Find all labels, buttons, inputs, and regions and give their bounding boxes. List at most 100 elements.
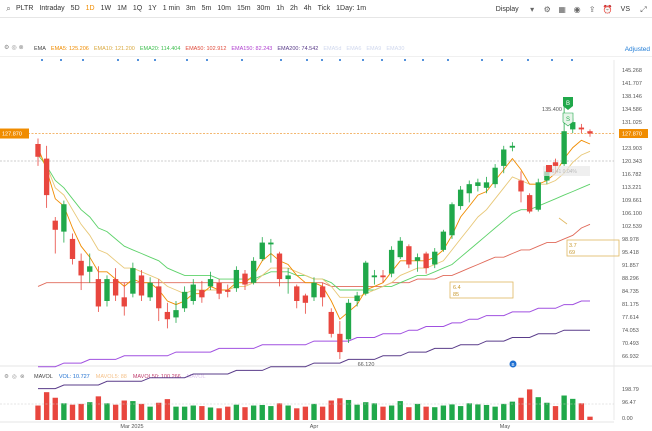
volume-bar <box>552 406 559 420</box>
camera-icon[interactable]: ◉ <box>573 4 581 14</box>
legend-dot <box>117 59 119 61</box>
candle-body <box>380 275 386 278</box>
legend-ema20: EMA20: 114.404 <box>139 46 181 52</box>
expand-icon[interactable]: ⤢ <box>640 4 647 14</box>
layout-icon[interactable]: ▦ <box>558 4 566 14</box>
volume-tick: 0.00 <box>622 416 633 422</box>
last-price-left-label: 127.870 <box>2 132 22 138</box>
legend-dot <box>306 59 308 61</box>
box1-line1: 6.4 <box>453 285 461 291</box>
timeframe-5m[interactable]: 5m <box>201 5 212 12</box>
search-icon[interactable]: ⌕ <box>6 4 11 13</box>
timeframe-1h[interactable]: 1h <box>276 5 284 12</box>
volume-bar <box>69 404 76 420</box>
candle-body <box>233 269 240 289</box>
volume-bar <box>544 402 550 420</box>
candle-body <box>518 180 524 192</box>
close-icon[interactable]: ⊗ <box>18 45 24 51</box>
candle-body <box>250 260 257 283</box>
volume-bar <box>475 404 481 420</box>
share-icon[interactable]: ⇪ <box>588 4 596 14</box>
settings-icon[interactable]: ⚙ <box>4 374 9 380</box>
chevron-down-icon[interactable]: ▾ <box>530 4 535 14</box>
volume-bar <box>147 406 153 420</box>
timeframe-intraday[interactable]: Intraday <box>39 5 65 12</box>
event-marker <box>509 360 517 368</box>
price-tick: 70.493 <box>622 341 639 347</box>
volume-bar <box>233 404 240 420</box>
eye-icon[interactable]: ◎ <box>11 45 17 51</box>
timeframe-5d[interactable]: 5D <box>70 5 80 12</box>
volume-bars <box>0 389 614 420</box>
timeframe-3m[interactable]: 3m <box>185 5 196 12</box>
candle-body <box>276 253 283 280</box>
legend-dot <box>422 59 424 61</box>
timeframe-1d[interactable]: 1D <box>85 5 95 12</box>
volume-bar <box>181 406 188 420</box>
settings-icon[interactable]: ⚙ <box>4 45 10 51</box>
candle-body <box>95 279 102 307</box>
symbol-label[interactable]: PLTR <box>16 5 34 12</box>
ema-legend: EMA EMA5: 125.206 EMA10: 121.200 EMA20: … <box>0 44 652 54</box>
faded-price-text: 126.41 0.04% <box>546 169 577 175</box>
timeframe-1w[interactable]: 1W <box>100 5 112 12</box>
time-tick: Mar 2025 <box>120 424 143 430</box>
volume-bar <box>363 402 369 420</box>
ema200-line <box>38 329 590 390</box>
legend-dot <box>571 59 573 61</box>
volume-bar <box>561 395 567 420</box>
timeframe-4h[interactable]: 4h <box>303 5 312 12</box>
volume-bar <box>259 404 265 420</box>
timeframe-tick[interactable]: Tick <box>317 5 331 12</box>
close-icon[interactable]: ⊗ <box>20 374 25 380</box>
legend-dot <box>41 59 43 61</box>
candle-body <box>457 189 464 207</box>
timeframe-2h[interactable]: 2h <box>289 5 298 12</box>
candle-body <box>302 295 309 303</box>
candle-body <box>43 158 50 196</box>
legend-dot <box>362 59 364 61</box>
timeframe-1-min[interactable]: 1 min <box>162 5 180 12</box>
volume-bar <box>61 403 67 420</box>
legend-dot <box>481 59 483 61</box>
legend-dot <box>60 59 62 61</box>
timeframe-15m[interactable]: 15m <box>236 5 251 12</box>
candle-body <box>130 268 136 294</box>
display-button[interactable]: Display <box>495 5 519 13</box>
volume-bar <box>276 403 283 420</box>
annotation-box-2 <box>566 239 620 257</box>
volume-bar <box>587 416 593 420</box>
sell-marker <box>562 112 574 127</box>
price-tick: 145.268 <box>622 68 642 74</box>
timeframe-1y[interactable]: 1Y <box>148 5 157 12</box>
timeframe-1q[interactable]: 1Q <box>132 5 143 12</box>
volume-bar <box>371 403 378 420</box>
settings-icon[interactable]: ⚙ <box>543 4 551 14</box>
toolbar-right: Display ▾ ⚙ ▦ ◉ ⇪ ⏰ VS ⤢ <box>493 0 648 18</box>
vol-legend-mavol50: MAVOL50: 100.266 <box>132 374 181 380</box>
price-tick: 74.053 <box>622 328 639 334</box>
volume-bar <box>216 408 222 420</box>
volume-bar <box>121 400 127 420</box>
volume-bar <box>285 405 291 420</box>
timeframe-1m[interactable]: 1M <box>117 5 127 12</box>
timeframe-10m[interactable]: 10m <box>217 5 231 12</box>
volume-bar <box>526 389 533 420</box>
timeframe-1day-1m[interactable]: 1Day: 1m <box>336 5 367 12</box>
annotation-box-1 <box>449 281 514 299</box>
alarm-icon[interactable]: ⏰ <box>602 4 613 14</box>
volume-bar <box>354 404 360 420</box>
price-tick: 95.418 <box>622 250 639 256</box>
price-tick: 106.100 <box>622 211 642 217</box>
candle-body <box>483 182 490 188</box>
eye-icon[interactable]: ◎ <box>12 374 17 380</box>
adjusted-toggle[interactable]: Adjusted <box>624 45 650 53</box>
price-tick: 91.857 <box>622 263 639 269</box>
compare-button[interactable]: VS <box>620 5 630 13</box>
volume-bar <box>432 407 438 420</box>
volume-bar <box>509 401 516 420</box>
box1-line2: 85 <box>453 292 459 298</box>
timeframe-30m[interactable]: 30m <box>256 5 271 12</box>
price-tick: 77.614 <box>622 315 639 321</box>
